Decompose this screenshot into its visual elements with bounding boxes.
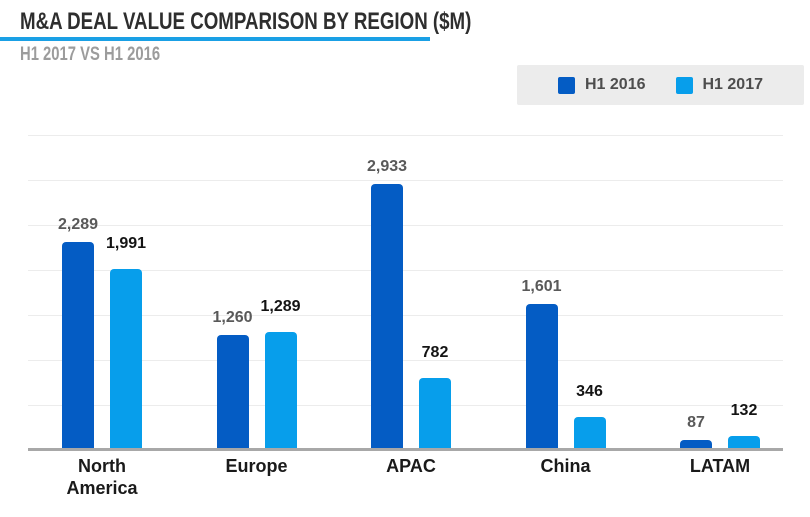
x-axis-label-china: China: [540, 456, 591, 476]
bar-h1-2017-china: [573, 416, 606, 448]
bar-h1-2016-latam: [680, 440, 712, 448]
bar-h1-2016-apac: [371, 184, 403, 448]
legend-item-h1-2016: H1 2016: [558, 76, 646, 94]
bar-value-label-h1-2017-latam: 132: [730, 402, 758, 420]
x-axis-label-europe: Europe: [225, 456, 288, 476]
bar-h1-2016-europe: [216, 334, 249, 448]
chart-legend: H1 2016 H1 2017: [517, 65, 804, 105]
gridline-1500: [28, 315, 783, 316]
bar-chart-plot-area: 2,289 1,991 1,260 1,289 2,933 782 1,601 346 87 13…: [28, 135, 783, 451]
bar-h1-2017-north-america: [110, 268, 142, 448]
bar-h1-2017-latam: [728, 436, 760, 448]
bar-value-label-h1-2016-latam: 87: [687, 414, 705, 432]
gridline-3000: [28, 180, 783, 181]
legend-item-h1-2017: H1 2017: [675, 76, 764, 94]
gridline-3500: [28, 135, 783, 136]
gridline-1000: [28, 360, 783, 361]
bar-value-label-h1-2017-china: 346: [576, 382, 603, 400]
gridline-2000: [28, 270, 783, 271]
chart-title: M&A DEAL VALUE COMPARISON BY REGION ($M): [20, 8, 472, 35]
bar-value-label-h1-2016-china: 1,601: [521, 277, 562, 295]
chart-subtitle: H1 2017 VS H1 2016: [20, 44, 161, 65]
gridline-500: [28, 405, 783, 406]
legend-swatch-h1-2016: [558, 76, 575, 94]
bar-value-label-h1-2017-apac: 782: [421, 343, 449, 361]
gridline-2500: [28, 225, 783, 226]
x-axis-label-apac: APAC: [386, 456, 436, 476]
legend-swatch-h1-2017: [675, 76, 693, 94]
x-axis-label-latam: LATAM: [689, 456, 751, 476]
x-axis-label-north-america: North America: [66, 456, 138, 498]
bar-h1-2017-apac: [419, 377, 451, 448]
bar-h1-2016-north-america: [62, 242, 94, 448]
bar-value-label-h1-2017-europe: 1,289: [260, 298, 301, 315]
bar-h1-2016-china: [525, 303, 558, 448]
x-axis-line: [28, 448, 783, 451]
legend-label-h1-2016: H1 2016: [585, 76, 646, 93]
bar-h1-2017-europe: [264, 332, 297, 448]
title-underline-rule: [0, 37, 430, 41]
bar-value-label-h1-2016-europe: 1,260: [212, 308, 253, 326]
bar-value-label-h1-2016-apac: 2,933: [366, 158, 408, 176]
legend-label-h1-2017: H1 2017: [702, 76, 764, 93]
bar-value-label-h1-2016-north-america: 2,289: [57, 216, 99, 233]
bar-value-label-h1-2017-north-america: 1,991: [105, 234, 147, 252]
